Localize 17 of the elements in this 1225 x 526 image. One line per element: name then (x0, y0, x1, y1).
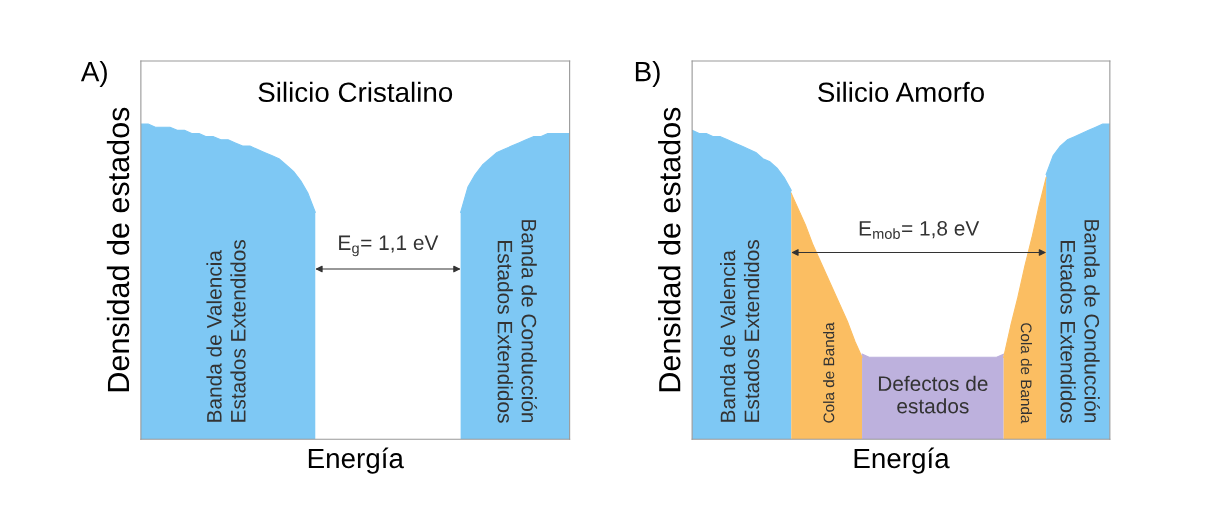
annotation: E$_{mob}$= 1,8 eV (859, 220, 980, 239)
chart-title: Silicio Amorfo (818, 81, 984, 103)
x-axis-title: Energía (308, 447, 404, 474)
chart-title: Silicio Cristalino (258, 81, 453, 103)
y-axis-title: Densidad de estados (106, 107, 130, 392)
y-axis-title: Densidad de estados (658, 107, 681, 392)
series-label: Banda de Conducción Estados Extendidos (1060, 220, 1100, 423)
series-label: Defectos de estados (878, 375, 988, 414)
series-label: Cola de Banda (823, 322, 835, 423)
series-label: Cola de Banda (1020, 323, 1033, 424)
annotation: E$_{g}$= 1,1 eV (339, 235, 439, 257)
x-axis-title: Energía (854, 447, 950, 474)
series-label: Banda de Valencia Estados Extendidos (206, 240, 246, 422)
series-label: Banda de Conducción Estados Extendidos (497, 220, 538, 423)
text: B) (635, 61, 660, 87)
series-label: Banda de Valencia Estados Extendidos (720, 240, 760, 422)
text: A) (80, 61, 107, 87)
